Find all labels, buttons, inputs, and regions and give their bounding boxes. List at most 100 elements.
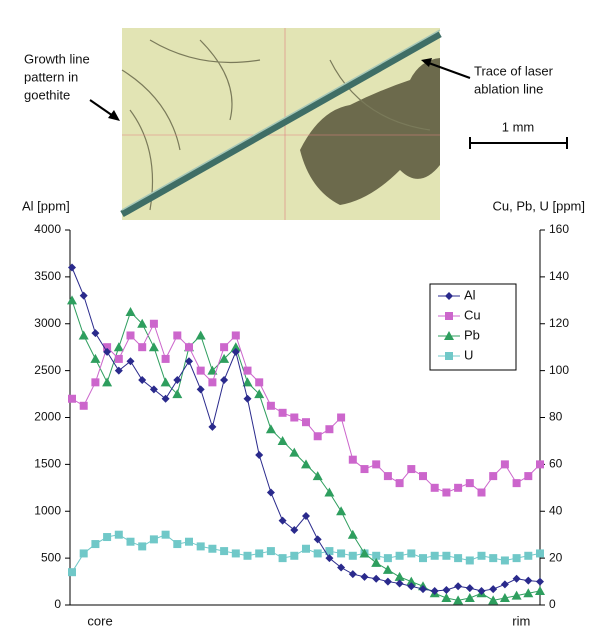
marker — [80, 292, 88, 300]
marker — [90, 354, 100, 363]
y-tick-label: 4000 — [34, 222, 61, 236]
y-tick-label: 0 — [54, 597, 61, 611]
marker — [114, 342, 124, 351]
marker — [197, 385, 205, 393]
marker — [372, 460, 380, 468]
marker — [91, 378, 99, 386]
marker — [524, 472, 532, 480]
marker — [396, 479, 404, 487]
marker — [173, 331, 181, 339]
marker — [466, 556, 474, 564]
marker — [68, 395, 76, 403]
marker — [466, 479, 474, 487]
marker — [442, 586, 450, 594]
marker — [115, 531, 123, 539]
marker — [208, 545, 216, 553]
marker — [384, 472, 392, 480]
marker — [419, 585, 427, 593]
marker — [197, 542, 205, 550]
marker — [302, 545, 310, 553]
marker — [337, 414, 345, 422]
marker — [535, 586, 545, 595]
y-tick-label: 2000 — [34, 410, 61, 424]
marker — [489, 585, 497, 593]
marker — [91, 540, 99, 548]
marker — [279, 409, 287, 417]
marker — [466, 584, 474, 592]
marker — [197, 367, 205, 375]
y2-tick-label: 40 — [549, 503, 563, 517]
marker — [244, 395, 252, 403]
marker — [68, 264, 76, 272]
legend-label: Al — [464, 287, 476, 302]
y2-tick-label: 100 — [549, 363, 569, 377]
marker — [150, 320, 158, 328]
marker — [513, 554, 521, 562]
marker — [349, 456, 357, 464]
marker — [126, 307, 136, 316]
y-tick-label: 3000 — [34, 316, 61, 330]
y-tick-label: 500 — [41, 550, 61, 564]
y-axis-label: Al [ppm] — [22, 198, 70, 213]
y2-tick-label: 120 — [549, 316, 569, 330]
x-tick-label: core — [87, 613, 112, 628]
marker — [419, 554, 427, 562]
marker — [337, 549, 345, 557]
annotation: Trace of laser — [474, 63, 554, 78]
marker — [220, 343, 228, 351]
marker — [431, 484, 439, 492]
marker — [384, 578, 392, 586]
legend-label: Pb — [464, 327, 480, 342]
marker — [348, 530, 358, 539]
marker — [442, 489, 450, 497]
marker — [267, 402, 275, 410]
marker — [150, 535, 158, 543]
marker — [536, 460, 544, 468]
marker — [267, 547, 275, 555]
marker — [501, 460, 509, 468]
marker — [419, 472, 427, 480]
marker — [361, 573, 369, 581]
marker — [325, 425, 333, 433]
marker — [185, 538, 193, 546]
legend-label: Cu — [464, 307, 481, 322]
marker — [349, 552, 357, 560]
marker — [314, 549, 322, 557]
marker — [536, 578, 544, 586]
marker — [384, 554, 392, 562]
annotation: Growth line — [24, 51, 90, 66]
marker — [244, 552, 252, 560]
marker — [396, 552, 404, 560]
marker — [208, 423, 216, 431]
y2-tick-label: 60 — [549, 457, 563, 471]
marker — [524, 577, 532, 585]
marker — [244, 367, 252, 375]
marker — [478, 489, 486, 497]
marker — [454, 484, 462, 492]
series-line — [72, 535, 540, 573]
marker — [407, 465, 415, 473]
marker — [266, 424, 276, 433]
marker — [68, 568, 76, 576]
marker — [302, 418, 310, 426]
marker — [67, 295, 77, 304]
marker — [255, 378, 263, 386]
marker — [149, 342, 159, 351]
marker — [127, 538, 135, 546]
marker — [501, 580, 509, 588]
marker — [314, 535, 322, 543]
marker — [267, 489, 275, 497]
y2-tick-label: 80 — [549, 410, 563, 424]
marker — [162, 531, 170, 539]
y2-axis-label: Cu, Pb, U [ppm] — [493, 198, 585, 213]
legend-marker — [445, 312, 453, 320]
marker — [324, 488, 334, 497]
photo — [122, 28, 440, 220]
y-tick-label: 1500 — [34, 457, 61, 471]
marker — [161, 377, 171, 386]
marker — [80, 402, 88, 410]
marker — [255, 451, 263, 459]
marker — [80, 549, 88, 557]
marker — [431, 552, 439, 560]
marker — [501, 556, 509, 564]
